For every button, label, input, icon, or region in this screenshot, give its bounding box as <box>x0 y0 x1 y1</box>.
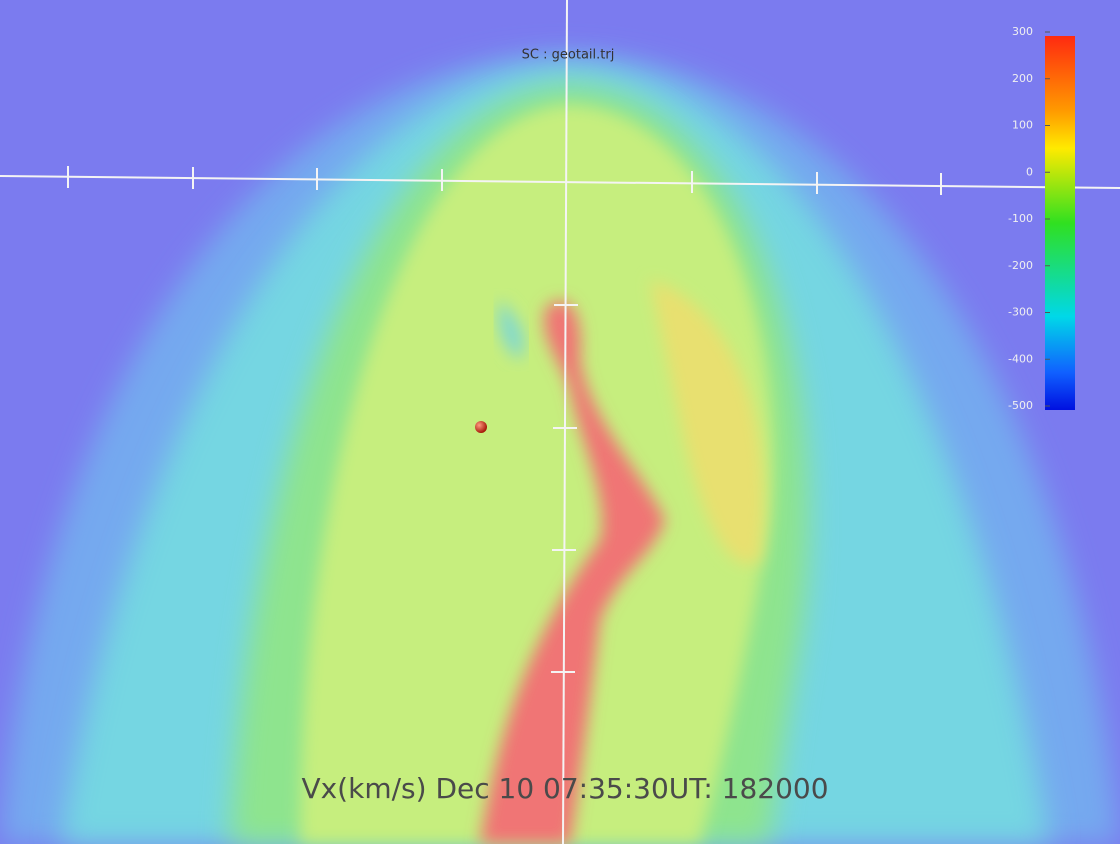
plasma-plume <box>0 54 1120 844</box>
colorbar-tick-label: -500 <box>1008 399 1033 412</box>
spacecraft-marker <box>475 421 487 433</box>
colorbar-ticks: 300 200 100 0 -100 -200 -300 -400 -500 <box>1008 25 1050 412</box>
colorbar <box>1045 36 1075 410</box>
colorbar-tick-label: -100 <box>1008 212 1033 225</box>
colorbar-tick-label: -200 <box>1008 259 1033 272</box>
colorbar-tick-label: 300 <box>1012 25 1033 38</box>
colorbar-tick-label: 100 <box>1012 119 1033 132</box>
colorbar-tick-label: 200 <box>1012 72 1033 85</box>
colorbar-tick-label: 0 <box>1026 165 1033 178</box>
title: SC : geotail.trj <box>522 48 615 63</box>
colorbar-tick-label: -300 <box>1008 306 1033 319</box>
caption: Vx(km/s) Dec 10 07:35:30UT: 182000 <box>301 772 828 805</box>
colorbar-tick-label: -400 <box>1008 352 1033 365</box>
horizontal-axis <box>0 175 1120 189</box>
vertical-axis <box>562 0 568 844</box>
